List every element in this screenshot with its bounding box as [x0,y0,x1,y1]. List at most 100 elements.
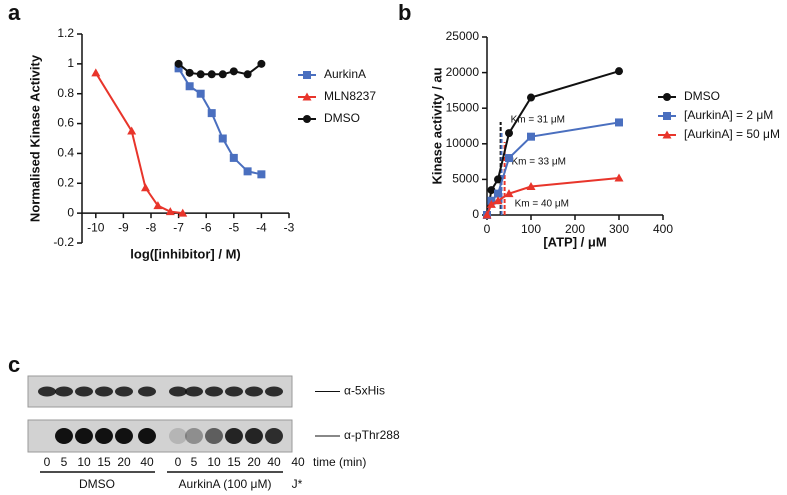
y-tick-label: 0.8 [57,86,74,100]
x-tick-label: -4 [256,220,267,234]
x-axis-title: log([inhibitor] / M) [130,246,240,261]
y-tick-label: 20000 [446,65,480,79]
legend-marker [303,115,311,123]
blot-band [95,386,113,397]
blot-band [55,386,73,397]
marker [526,182,536,191]
marker [196,70,205,79]
marker [486,199,496,208]
lane-label: 5 [191,455,198,469]
blot-band [169,428,187,444]
y-axis-title: Normalised Kinase Activity [27,54,42,222]
marker [153,201,163,210]
x-tick-label: 300 [609,222,629,236]
marker [174,59,183,68]
legend-marker [302,92,312,101]
marker [243,167,252,176]
y-tick-label: 0 [472,207,479,221]
series-line [486,70,620,216]
legend-marker [663,93,671,101]
legend-marker [662,130,672,139]
x-tick-label: 0 [484,222,491,236]
lane-label: 40 [140,455,154,469]
legend-label: AurkinA [324,67,366,81]
blot-band [55,428,73,444]
group-label: J* [292,477,303,491]
blot-band [225,428,243,444]
marker [257,59,266,68]
marker [505,154,513,163]
marker [243,70,252,79]
blot-band [95,428,113,444]
y-tick-label: 25000 [446,29,480,43]
y-tick-label: 0.6 [57,116,74,130]
blot-band [185,428,203,444]
x-axis-title: [ATP] / μM [543,234,606,249]
marker [494,175,502,184]
lane-label: 15 [97,455,111,469]
lane-label: 15 [227,455,241,469]
antibody-label: α-pThr288 [344,428,400,442]
y-tick-label: 15000 [446,100,480,114]
marker [615,118,623,127]
x-tick-label: -5 [228,220,239,234]
blot-band [38,386,56,397]
blot-band [225,386,243,397]
marker [207,109,216,118]
legend-marker [663,112,671,120]
marker [493,196,503,205]
blot-band [205,386,223,397]
blot-band [265,428,283,444]
blot-band [169,386,187,397]
blot-band [138,386,156,397]
group-label: AurkinA (100 μM) [179,477,272,491]
blot-band [115,386,133,397]
legend-label: DMSO [324,111,360,125]
annotation: Km = 40 μM [515,199,569,210]
lane-label: 10 [207,455,221,469]
blot-band [115,428,133,444]
marker [482,210,492,219]
marker [185,68,194,77]
blot-band [245,386,263,397]
blot-band [205,428,223,444]
x-tick-label: -9 [118,220,129,234]
panel-label: b [398,0,411,25]
marker [196,89,205,98]
x-tick-label: 100 [521,222,541,236]
y-tick-label: 1.2 [57,26,74,40]
panel-label: a [8,0,21,25]
marker [165,207,175,216]
marker [91,68,101,77]
marker [505,129,513,138]
marker [207,70,216,79]
y-tick-label: 10000 [446,136,480,150]
marker [229,67,238,76]
x-tick-label: -3 [284,220,295,234]
marker [174,64,183,73]
marker [257,170,266,179]
marker [615,67,623,76]
x-tick-label: 400 [653,222,673,236]
lane-label: 20 [247,455,261,469]
marker [494,189,502,198]
legend-label: [AurkinA] = 2 μM [684,108,773,122]
x-tick-label: -10 [87,220,105,234]
marker [178,208,188,217]
lane-axis-label: time (min) [313,455,366,469]
annotation: Km = 33 μM [512,157,566,168]
blot-band [185,386,203,397]
marker [527,93,535,102]
annotation: Km = 31 μM [511,115,565,126]
marker [229,153,238,162]
panel-label: c [8,352,20,377]
marker [504,189,514,198]
x-tick-label: -8 [146,220,157,234]
blot-band [75,386,93,397]
marker [185,82,194,91]
lane-label: 10 [77,455,91,469]
legend-label: MLN8237 [324,89,376,103]
lane-label: 5 [61,455,68,469]
blot-band [265,386,283,397]
y-tick-label: 0.4 [57,146,74,160]
